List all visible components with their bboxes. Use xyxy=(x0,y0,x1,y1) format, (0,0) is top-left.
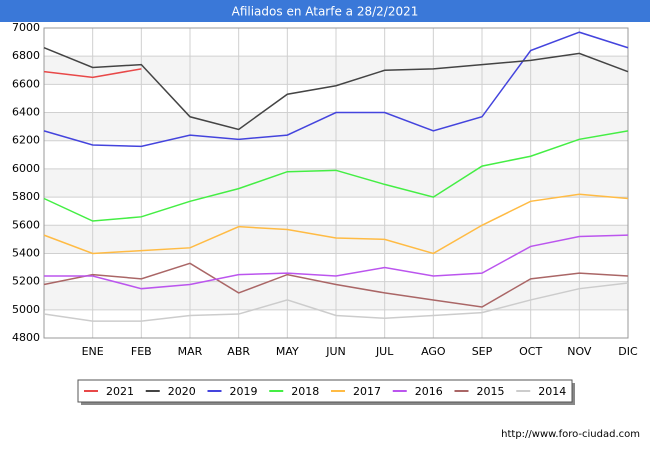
legend xyxy=(77,379,573,403)
x-tick-label: DIC xyxy=(618,345,638,358)
x-tick-label: ENE xyxy=(82,345,104,358)
plot-border xyxy=(43,27,629,339)
legend-label: 2018 xyxy=(291,385,319,398)
legend-label: 2021 xyxy=(106,385,134,398)
y-tick-label: 6000 xyxy=(12,162,40,175)
x-tick-label: MAR xyxy=(178,345,203,358)
series-line xyxy=(43,282,629,322)
y-tick-label: 5800 xyxy=(12,190,40,203)
legend-label: 2014 xyxy=(538,385,566,398)
y-tick-label: 4800 xyxy=(12,331,40,344)
y-tick-label: 5600 xyxy=(12,218,40,231)
chart-title: Afiliados en Atarfe a 28/2/2021 xyxy=(232,5,419,19)
y-tick-label: 5200 xyxy=(12,275,40,288)
x-tick-label: FEB xyxy=(131,345,152,358)
footer: http://www.foro-ciudad.com xyxy=(501,429,640,440)
legend-label: 2019 xyxy=(230,385,258,398)
x-tick-label: OCT xyxy=(519,345,542,358)
y-tick-label: 5400 xyxy=(12,246,40,259)
y-tick-label: 6200 xyxy=(12,134,40,147)
y-tick-label: 6400 xyxy=(12,106,40,119)
y-tick-label: 6800 xyxy=(12,49,40,62)
x-tick-label: NOV xyxy=(567,345,592,358)
legend-label: 2020 xyxy=(168,385,196,398)
x-tick-label: ABR xyxy=(227,345,250,358)
series-line xyxy=(43,68,142,79)
series-line xyxy=(44,234,629,290)
x-tick-label: JUN xyxy=(325,345,346,358)
series-line xyxy=(43,262,629,308)
series-line xyxy=(43,31,629,148)
series-line xyxy=(43,47,629,131)
legend-label: 2016 xyxy=(415,385,443,398)
y-tick-label: 5000 xyxy=(12,303,40,316)
legend-label: 2017 xyxy=(353,385,381,398)
series-line xyxy=(43,193,629,255)
y-tick-label: 6600 xyxy=(12,77,40,90)
y-tick-label: 7000 xyxy=(12,21,40,34)
x-tick-label: MAY xyxy=(276,345,299,358)
title-bar xyxy=(0,0,650,22)
legend-label: 2015 xyxy=(477,385,505,398)
series-line xyxy=(43,130,629,222)
x-tick-label: JUL xyxy=(375,345,394,358)
x-tick-label: SEP xyxy=(472,345,493,358)
x-tick-label: AGO xyxy=(421,345,446,358)
